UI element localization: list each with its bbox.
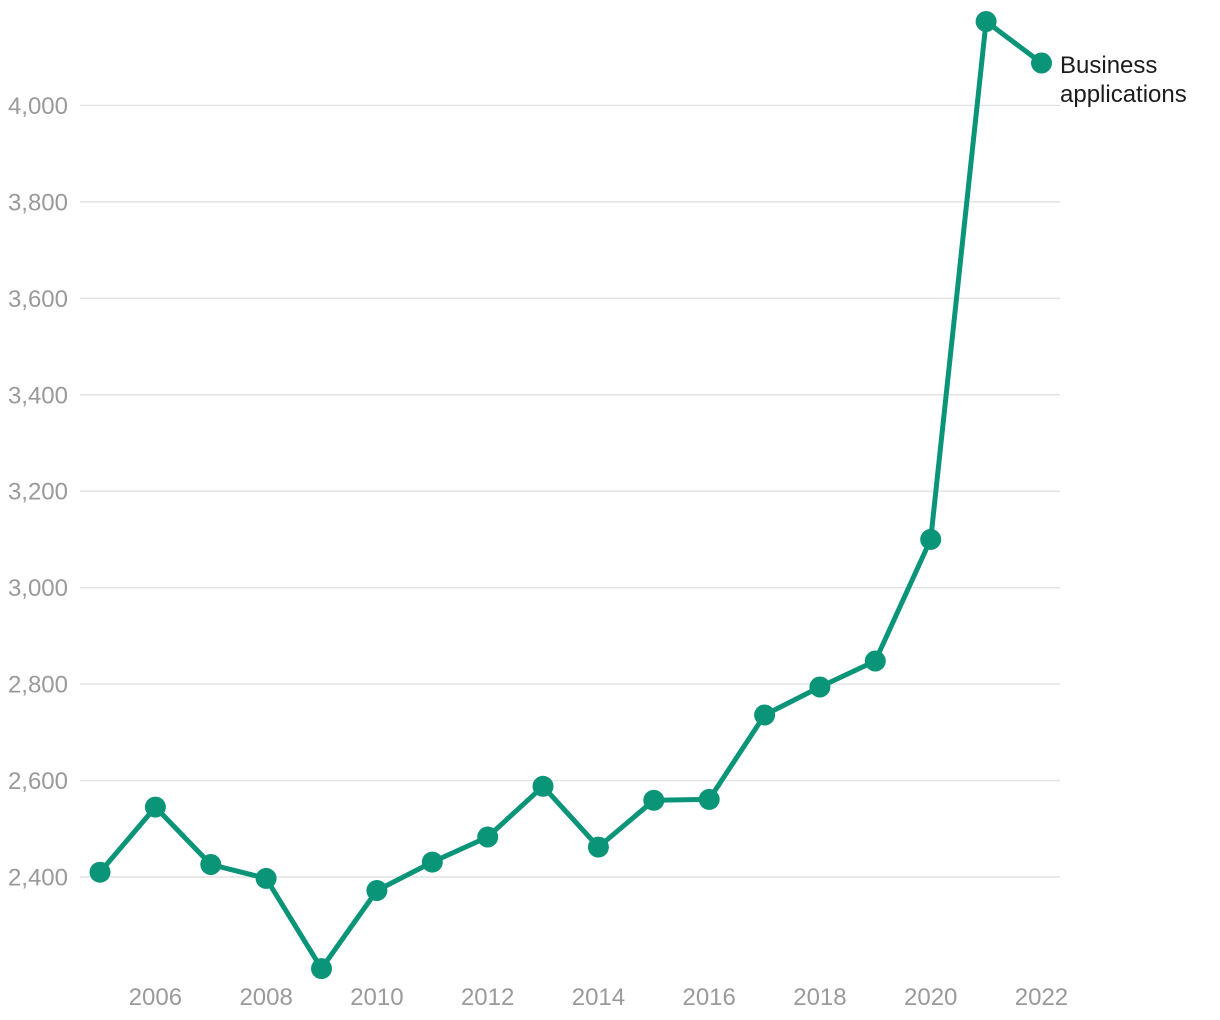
x-tick-label: 2006	[129, 984, 182, 1011]
data-point-2008	[255, 867, 277, 889]
data-point-2006	[144, 796, 166, 818]
data-point-2012	[477, 826, 499, 848]
y-tick-label: 3,200	[8, 479, 68, 506]
series-legend-label: Business applications	[1060, 52, 1187, 108]
y-tick-label: 4,000	[8, 93, 68, 120]
data-point-2020	[920, 528, 942, 550]
data-point-2014	[587, 836, 609, 858]
y-tick-label: 3,400	[8, 382, 68, 409]
data-point-2011	[421, 851, 443, 873]
y-tick-label: 2,600	[8, 768, 68, 795]
x-tick-label: 2016	[682, 984, 735, 1011]
y-tick-label: 2,400	[8, 865, 68, 892]
data-point-2007	[200, 854, 222, 875]
data-point-2005	[89, 861, 111, 883]
data-point-2016	[698, 788, 720, 810]
data-point-2015	[643, 789, 665, 811]
data-point-2010	[366, 880, 388, 901]
x-tick-label: 2020	[904, 984, 957, 1011]
x-tick-label: 2022	[1015, 984, 1068, 1011]
y-tick-label: 3,800	[8, 189, 68, 216]
x-tick-label: 2008	[239, 984, 292, 1011]
x-tick-label: 2010	[350, 984, 403, 1011]
data-point-2018	[809, 676, 831, 698]
data-point-2013	[532, 775, 554, 797]
y-tick-label: 3,000	[8, 575, 68, 602]
data-point-2019	[864, 650, 886, 672]
data-point-2009	[311, 958, 332, 980]
data-point-2021	[975, 11, 997, 32]
x-tick-label: 2014	[572, 984, 625, 1011]
x-tick-label: 2012	[461, 984, 514, 1011]
x-tick-label: 2018	[793, 984, 846, 1011]
data-point-2022	[1031, 52, 1052, 74]
data-point-2017	[754, 704, 776, 726]
y-tick-label: 3,600	[8, 286, 68, 313]
series-line	[97, 19, 1044, 972]
y-tick-label: 2,800	[8, 672, 68, 699]
